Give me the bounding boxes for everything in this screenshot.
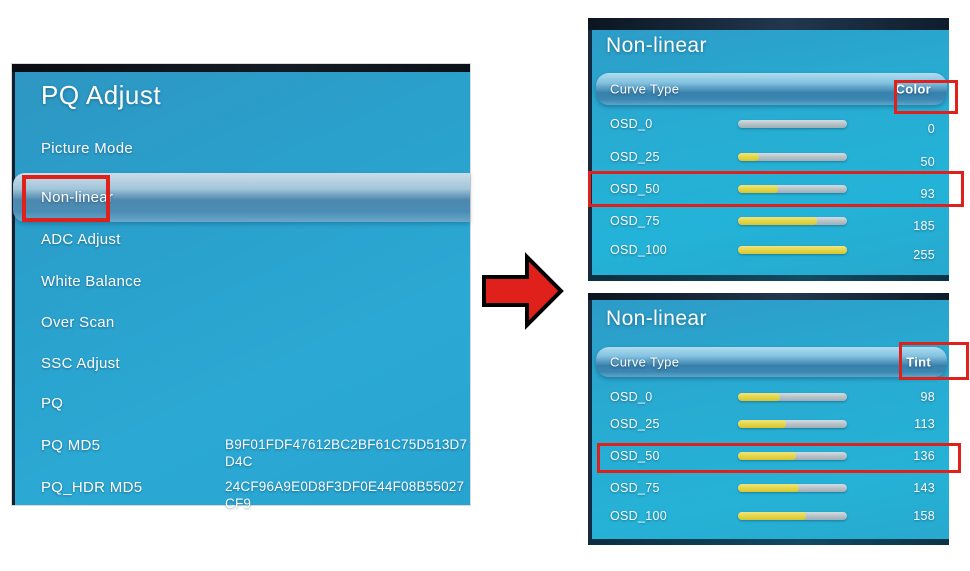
osd-row-50[interactable]: OSD_50 93 — [592, 179, 949, 201]
osd-row-label: OSD_0 — [610, 117, 653, 131]
menu-item-pq[interactable]: PQ — [15, 394, 470, 414]
osd-slider-fill — [738, 246, 847, 254]
menu-item-label: SSC Adjust — [41, 355, 120, 372]
osd-slider-fill — [738, 185, 778, 193]
osd-row-label: OSD_0 — [610, 390, 653, 404]
osd-row-value: 98 — [920, 390, 935, 404]
osd-row-value: 0 — [927, 122, 935, 136]
osd-slider-fill — [738, 393, 780, 401]
menu-item-non-linear[interactable]: Non-linear — [15, 188, 470, 208]
osd-row-100[interactable]: OSD_100 255 — [592, 240, 949, 262]
osd-row-value: 113 — [914, 417, 935, 431]
curve-type-header[interactable]: Curve Type Color — [596, 73, 947, 105]
osd-slider-fill — [738, 512, 806, 520]
osd-slider-fill — [738, 484, 800, 492]
menu-item-label: Picture Mode — [41, 140, 133, 157]
menu-item-white-balance[interactable]: White Balance — [15, 272, 470, 292]
osd-slider[interactable] — [738, 393, 847, 401]
osd-slider[interactable] — [738, 153, 847, 161]
osd-row-label: OSD_100 — [610, 509, 667, 523]
osd-row-25[interactable]: OSD_25 50 — [592, 147, 949, 169]
menu-item-label: Non-linear — [41, 189, 114, 206]
osd-slider[interactable] — [738, 452, 847, 460]
curve-type-value: Tint — [906, 354, 931, 370]
osd-row-label: OSD_100 — [610, 243, 667, 257]
menu-item-label: White Balance — [41, 273, 142, 290]
curve-type-value: Color — [895, 81, 931, 97]
annotation-arrow-icon — [482, 250, 566, 332]
menu-item-pq-md5[interactable]: PQ MD5 B9F01FDF47612BC2BF61C75D513D7D4C — [15, 436, 470, 469]
osd-row-label: OSD_75 — [610, 214, 660, 228]
osd-row-label: OSD_75 — [610, 481, 660, 495]
pq-hdr-md5-value: 24CF96A9E0D8F3DF0E44F08B55027CF9 — [225, 479, 465, 511]
nonlinear-panel-tint: Non-linear Curve Type Tint OSD_0 98 OSD_… — [588, 293, 969, 545]
panel-title: Non-linear — [606, 307, 707, 330]
selected-row-highlight — [13, 173, 470, 222]
osd-row-25[interactable]: OSD_25 113 — [592, 414, 949, 434]
screen-bezel — [588, 539, 949, 545]
osd-row-value: 143 — [913, 481, 935, 495]
osd-row-label: OSD_50 — [610, 449, 660, 463]
screen-bezel — [588, 275, 949, 281]
screen-bezel — [12, 64, 470, 72]
osd-row-value: 50 — [920, 155, 935, 169]
osd-slider-fill — [738, 217, 818, 225]
menu-item-picture-mode[interactable]: Picture Mode — [15, 139, 470, 159]
osd-slider[interactable] — [738, 420, 847, 428]
osd-slider-fill — [738, 420, 787, 428]
menu-item-pq-hdr-md5[interactable]: PQ_HDR MD5 24CF96A9E0D8F3DF0E44F08B55027… — [15, 478, 470, 511]
osd-row-value: 136 — [913, 449, 935, 463]
osd-row-value: 93 — [920, 187, 935, 201]
nonlinear-panel-color: Non-linear Curve Type Color OSD_0 0 OSD_… — [588, 18, 964, 281]
page-title: PQ Adjust — [41, 80, 162, 110]
osd-row-0[interactable]: OSD_0 98 — [592, 387, 949, 407]
osd-row-0[interactable]: OSD_0 0 — [592, 114, 949, 136]
menu-item-over-scan[interactable]: Over Scan — [15, 313, 470, 333]
osd-slider-fill — [738, 452, 797, 460]
menu-item-adc-adjust[interactable]: ADC Adjust — [15, 230, 470, 250]
osd-row-75[interactable]: OSD_75 143 — [592, 478, 949, 498]
osd-slider[interactable] — [738, 512, 847, 520]
osd-slider[interactable] — [738, 185, 847, 193]
screen-bezel — [588, 293, 949, 300]
menu-item-label: ADC Adjust — [41, 231, 121, 248]
menu-item-label: Over Scan — [41, 314, 115, 331]
panel-title: Non-linear — [606, 34, 707, 57]
osd-row-label: OSD_50 — [610, 182, 660, 196]
osd-row-value: 255 — [913, 248, 935, 262]
osd-slider[interactable] — [738, 484, 847, 492]
osd-slider[interactable] — [738, 120, 847, 128]
pq-adjust-menu-screen: PQ Adjust Picture Mode Non-linear ADC Ad… — [12, 64, 470, 511]
curve-type-label: Curve Type — [610, 354, 680, 370]
osd-row-value: 185 — [913, 219, 935, 233]
menu-item-label: PQ MD5 — [41, 437, 101, 454]
osd-slider-fill — [738, 153, 760, 161]
osd-row-50[interactable]: OSD_50 136 — [592, 446, 949, 466]
curve-type-header[interactable]: Curve Type Tint — [596, 347, 947, 377]
menu-item-label: PQ — [41, 395, 64, 412]
osd-row-100[interactable]: OSD_100 158 — [592, 506, 949, 526]
osd-slider[interactable] — [738, 246, 847, 254]
osd-row-75[interactable]: OSD_75 185 — [592, 211, 949, 233]
osd-row-value: 158 — [913, 509, 935, 523]
pq-md5-value: B9F01FDF47612BC2BF61C75D513D7D4C — [225, 437, 468, 469]
osd-slider[interactable] — [738, 217, 847, 225]
menu-item-label: PQ_HDR MD5 — [41, 479, 143, 496]
menu-item-ssc-adjust[interactable]: SSC Adjust — [15, 354, 470, 374]
osd-row-label: OSD_25 — [610, 150, 660, 164]
curve-type-label: Curve Type — [610, 81, 680, 97]
screen-bezel — [588, 18, 949, 30]
osd-row-label: OSD_25 — [610, 417, 660, 431]
